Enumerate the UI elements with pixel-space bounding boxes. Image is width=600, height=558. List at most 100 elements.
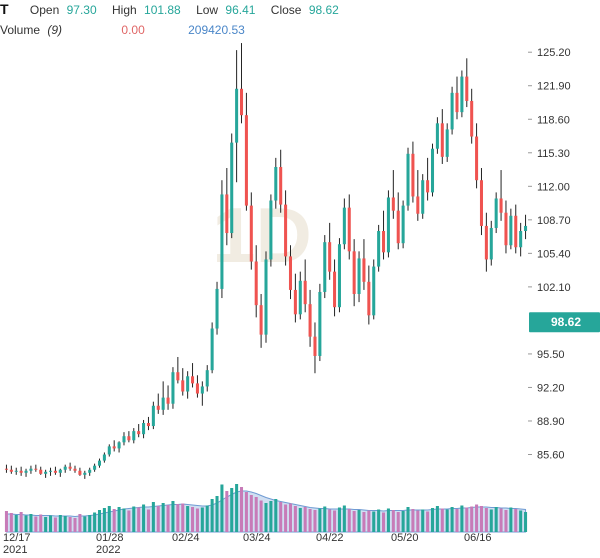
date-tick-label: 01/28 (96, 532, 124, 544)
candle (318, 283, 322, 362)
price-tick-label: 121.90 (537, 81, 571, 93)
high-value: 101.88 (144, 3, 181, 17)
last-price-tag-value: 98.62 (551, 315, 581, 329)
candle (430, 143, 435, 197)
volume-bar (88, 515, 92, 532)
volume-bar (205, 505, 209, 532)
candle-body (137, 431, 141, 435)
date-tick-year: 2021 (3, 544, 27, 556)
candle-body (220, 194, 224, 289)
price-tick-label: 118.60 (537, 114, 570, 126)
volume-bar (416, 510, 420, 532)
candle (39, 466, 43, 475)
volume-bar (274, 499, 278, 532)
candle (445, 123, 449, 162)
candle (323, 235, 327, 299)
candle-body (352, 251, 356, 294)
candle (416, 170, 420, 221)
candle (279, 149, 283, 213)
price-tick-label: 88.90 (537, 416, 565, 428)
candle (284, 190, 288, 266)
volume-bar (249, 495, 253, 532)
candle-body (142, 423, 146, 435)
candle-body (489, 227, 493, 260)
candle (239, 43, 244, 124)
candle-body (39, 469, 43, 474)
volume-bar (63, 516, 67, 532)
candle (352, 239, 356, 307)
candle-body (494, 198, 498, 228)
candle (68, 462, 72, 471)
volume-bar (53, 517, 57, 532)
candle (455, 76, 459, 120)
candle-body (279, 167, 283, 205)
volume-bar (445, 509, 449, 532)
candle-body (514, 215, 518, 248)
candle-body (391, 197, 395, 211)
volume-bar (78, 514, 82, 532)
candle (293, 273, 297, 323)
candle-body (156, 405, 160, 410)
volume-bar (323, 506, 327, 532)
candle (303, 259, 307, 313)
candle (9, 465, 13, 474)
volume-bar (161, 503, 165, 532)
candle-body (484, 225, 488, 260)
candle-body (460, 76, 464, 113)
candle (411, 141, 415, 203)
candle (186, 371, 190, 399)
low-value: 96.41 (225, 3, 256, 17)
candle (421, 174, 425, 219)
candle (357, 251, 361, 303)
volume-bar (49, 515, 53, 532)
candle-body (29, 468, 33, 471)
volume-bar (195, 508, 199, 532)
candle-body (239, 88, 244, 116)
candle (406, 147, 410, 211)
candle-body (132, 431, 136, 441)
candle (220, 180, 224, 299)
candle-body (426, 180, 430, 193)
candle (137, 424, 141, 438)
volume-label: Volume (0, 23, 41, 37)
candle-body (195, 383, 199, 394)
close-label: Close (270, 3, 302, 17)
candle (181, 368, 185, 396)
candle (235, 50, 239, 183)
candle-body (186, 376, 190, 392)
volume-bar (288, 503, 293, 532)
price-tick-label: 108.70 (537, 215, 571, 227)
candle (112, 440, 116, 452)
candle (519, 222, 523, 257)
volume-bar (475, 504, 479, 532)
volume-bar (279, 502, 283, 532)
candle-body (386, 197, 390, 253)
volume-bar (73, 518, 77, 532)
volume-bar (426, 511, 430, 532)
price-tick-label: 125.20 (537, 47, 571, 59)
volume-bar (4, 511, 8, 532)
candle (191, 363, 195, 388)
candle (367, 265, 371, 325)
candle-body (367, 281, 371, 316)
volume-bar (377, 509, 381, 532)
candle (489, 220, 493, 266)
volume-bar (68, 517, 72, 532)
candle (470, 88, 474, 144)
volume-bar (166, 505, 170, 532)
candle-body (259, 305, 263, 335)
candle-body (68, 466, 72, 469)
volume-bar (382, 512, 386, 532)
price-tick-label: 92.20 (537, 382, 565, 394)
date-tick-label: 06/16 (464, 532, 492, 544)
symbol-label: T (0, 1, 9, 17)
candle-body (479, 180, 483, 226)
volume-bar (298, 508, 302, 532)
volume-bar (504, 510, 508, 532)
candle (151, 401, 155, 430)
candle (328, 222, 332, 280)
candle (63, 464, 67, 473)
volume-panel (4, 484, 528, 533)
